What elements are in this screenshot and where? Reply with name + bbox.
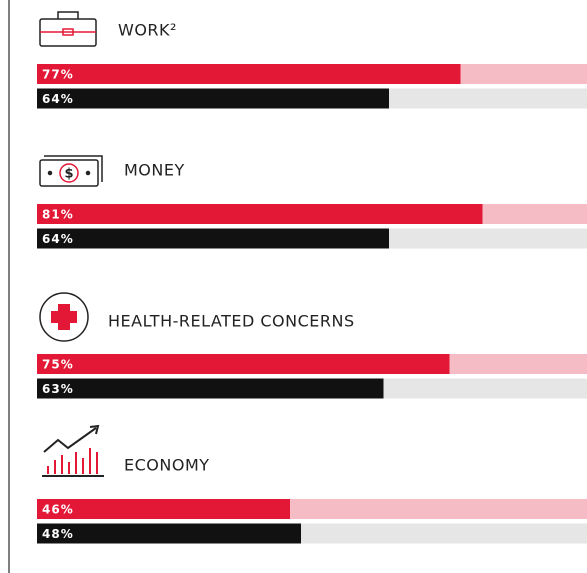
bar bbox=[37, 354, 450, 374]
category-label: MONEY bbox=[124, 161, 185, 180]
bar bbox=[37, 204, 483, 224]
economy-icon bbox=[42, 424, 104, 477]
value-label: 81% bbox=[42, 208, 74, 222]
bar bbox=[37, 228, 389, 249]
svg-text:$: $ bbox=[64, 167, 73, 182]
value-label: 75% bbox=[42, 358, 74, 372]
work-icon bbox=[39, 11, 97, 47]
value-label: 48% bbox=[42, 527, 74, 541]
value-label: 46% bbox=[42, 503, 74, 517]
bar bbox=[37, 499, 290, 519]
value-label: 64% bbox=[42, 232, 74, 246]
bar bbox=[37, 88, 389, 109]
category-label: HEALTH-RELATED CONCERNS bbox=[108, 312, 355, 331]
money-icon: $ bbox=[39, 155, 103, 187]
health-icon bbox=[39, 292, 89, 342]
value-label: 77% bbox=[42, 68, 74, 82]
value-label: 63% bbox=[42, 382, 74, 396]
bar bbox=[37, 523, 301, 544]
category-label: WORK² bbox=[118, 21, 177, 40]
bar bbox=[37, 378, 384, 399]
bar bbox=[37, 64, 461, 84]
value-label: 64% bbox=[42, 92, 74, 106]
category-label: ECONOMY bbox=[124, 456, 210, 475]
